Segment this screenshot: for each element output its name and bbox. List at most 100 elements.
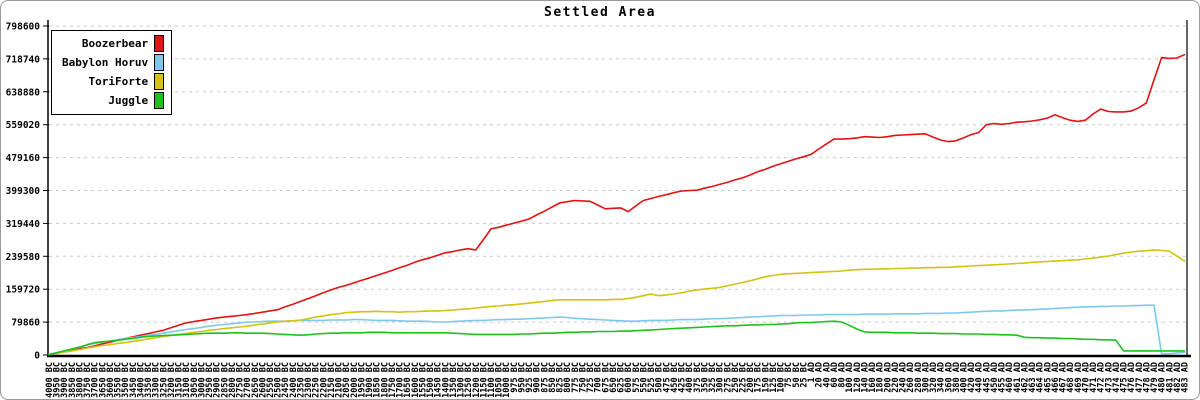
x-tick-label: 950 BC bbox=[517, 362, 527, 393]
x-tick-label: 3550 BC bbox=[114, 362, 124, 398]
x-tick-label: 1400 BC bbox=[441, 362, 451, 398]
x-tick-label: 100 AD bbox=[845, 362, 855, 393]
x-tick-label: 468 AD bbox=[1066, 362, 1076, 393]
x-tick-label: 2450 BC bbox=[281, 362, 291, 398]
x-tick-label: 2250 BC bbox=[312, 362, 322, 398]
chart-title: Settled Area bbox=[544, 5, 656, 20]
x-tick-label: 478 AD bbox=[1142, 362, 1152, 393]
x-tick-label: 2550 BC bbox=[266, 362, 276, 398]
x-tick-label: 450 BC bbox=[670, 362, 680, 393]
x-tick-label: 2900 BC bbox=[213, 362, 223, 398]
x-tick-label: 467 AD bbox=[1059, 362, 1069, 393]
x-tick-label: 3250 BC bbox=[159, 362, 169, 398]
x-tick-label: 482 AD bbox=[1173, 362, 1183, 393]
x-tick-label: 1800 BC bbox=[380, 362, 390, 398]
x-tick-label: 1250 BC bbox=[464, 362, 474, 398]
x-tick-label: 2650 BC bbox=[251, 362, 261, 398]
x-tick-label: 340 AD bbox=[937, 362, 947, 393]
x-tick-label: 625 BC bbox=[617, 362, 627, 393]
x-tick-label: 525 BC bbox=[647, 362, 657, 393]
x-tick-label: 460 AD bbox=[1005, 362, 1015, 393]
x-tick-label: 472 AD bbox=[1097, 362, 1107, 393]
x-tick-label: 466 AD bbox=[1051, 362, 1061, 393]
x-tick-label: 1700 BC bbox=[396, 362, 406, 398]
x-tick-label: 2700 BC bbox=[243, 362, 253, 398]
x-tick-label: 1500 BC bbox=[426, 362, 436, 398]
x-tick-label: 480 AD bbox=[1158, 362, 1168, 393]
x-tick-label: 200 BC bbox=[746, 362, 756, 393]
x-tick-label: 400 BC bbox=[685, 362, 695, 393]
x-tick-label: 477 AD bbox=[1135, 362, 1145, 393]
x-tick-label: 25 BC bbox=[799, 362, 809, 388]
legend-item: ToriForte bbox=[62, 72, 165, 91]
x-tick-label: 1450 BC bbox=[434, 362, 444, 398]
x-tick-label: 125 BC bbox=[769, 362, 779, 393]
x-tick-label: 3700 BC bbox=[91, 362, 101, 398]
x-tick-label: 225 BC bbox=[738, 362, 748, 393]
x-tick-label: 1350 BC bbox=[449, 362, 459, 398]
x-tick-label: 850 BC bbox=[548, 362, 558, 393]
x-tick-label: 420 AD bbox=[967, 362, 977, 393]
x-tick-label: 3400 BC bbox=[136, 362, 146, 398]
legend-item: Boozerbear bbox=[62, 34, 165, 53]
x-tick-label: 461 AD bbox=[1013, 362, 1023, 393]
x-tick-label: 350 BC bbox=[700, 362, 710, 393]
x-tick-label: 975 BC bbox=[510, 362, 520, 393]
x-tick-label: 1100 BC bbox=[487, 362, 497, 398]
x-tick-label: 473 AD bbox=[1104, 362, 1114, 393]
x-tick-label: 500 BC bbox=[655, 362, 665, 393]
x-tick-label: 3500 BC bbox=[121, 362, 131, 398]
x-tick-label: 675 BC bbox=[601, 362, 611, 393]
x-tick-label: 725 BC bbox=[586, 362, 596, 393]
x-tick-label: 3000 BC bbox=[197, 362, 207, 398]
x-tick-label: 800 BC bbox=[563, 362, 573, 393]
x-tick-label: 475 BC bbox=[662, 362, 672, 393]
x-tick-label: 463 AD bbox=[1028, 362, 1038, 393]
x-tick-label: 220 AD bbox=[891, 362, 901, 393]
series-line-boozerbear bbox=[48, 53, 1186, 356]
x-tick-label: 575 BC bbox=[632, 362, 642, 393]
legend-swatch bbox=[154, 35, 165, 52]
x-tick-label: 445 AD bbox=[982, 362, 992, 393]
x-tick-label: 120 AD bbox=[853, 362, 863, 393]
x-tick-label: 380 AD bbox=[952, 362, 962, 393]
x-tick-label: 100 BC bbox=[777, 362, 787, 393]
x-tick-label: 550 BC bbox=[639, 362, 649, 393]
x-tick-label: 1300 BC bbox=[457, 362, 467, 398]
x-tick-label: 1650 BC bbox=[403, 362, 413, 398]
y-tick-label: 0 bbox=[34, 351, 40, 362]
x-tick-label: 180 AD bbox=[876, 362, 886, 393]
x-tick-label: 2400 BC bbox=[289, 362, 299, 398]
x-tick-label: 3350 BC bbox=[144, 362, 154, 398]
x-tick-label: 3800 BC bbox=[75, 362, 85, 398]
x-tick-label: 3100 BC bbox=[182, 362, 192, 398]
x-tick-label: 750 BC bbox=[578, 362, 588, 393]
x-tick-label: 175 BC bbox=[754, 362, 764, 393]
x-tick-label: 360 AD bbox=[944, 362, 954, 393]
y-tick-label: 319440 bbox=[6, 219, 41, 230]
x-tick-label: 450 AD bbox=[990, 362, 1000, 393]
x-tick-label: 325 BC bbox=[708, 362, 718, 393]
y-tick-label: 79860 bbox=[11, 318, 40, 329]
y-tick-label: 159720 bbox=[6, 285, 41, 296]
x-tick-label: 2300 BC bbox=[304, 362, 314, 398]
legend-label: Juggle bbox=[108, 94, 149, 107]
x-tick-label: 320 AD bbox=[929, 362, 939, 393]
x-tick-label: 160 AD bbox=[868, 362, 878, 393]
x-tick-label: 2800 BC bbox=[228, 362, 238, 398]
legend-item: Babylon Horuv bbox=[62, 53, 165, 72]
legend: Boozerbear Babylon Horuv ToriForte Juggl… bbox=[51, 30, 173, 115]
x-tick-label: 425 BC bbox=[678, 362, 688, 393]
y-tick-label: 479160 bbox=[6, 153, 41, 164]
y-tick-label: 559020 bbox=[6, 120, 41, 131]
x-tick-label: 1900 BC bbox=[365, 362, 375, 398]
series-line-toriforte bbox=[48, 249, 1186, 356]
x-tick-label: 2200 BC bbox=[319, 362, 329, 398]
x-tick-label: 2950 BC bbox=[205, 362, 215, 398]
x-tick-label: 475 AD bbox=[1120, 362, 1130, 393]
x-tick-label: 1150 BC bbox=[479, 362, 489, 398]
x-tick-label: 464 AD bbox=[1036, 362, 1046, 393]
x-tick-label: 3750 BC bbox=[83, 362, 93, 398]
